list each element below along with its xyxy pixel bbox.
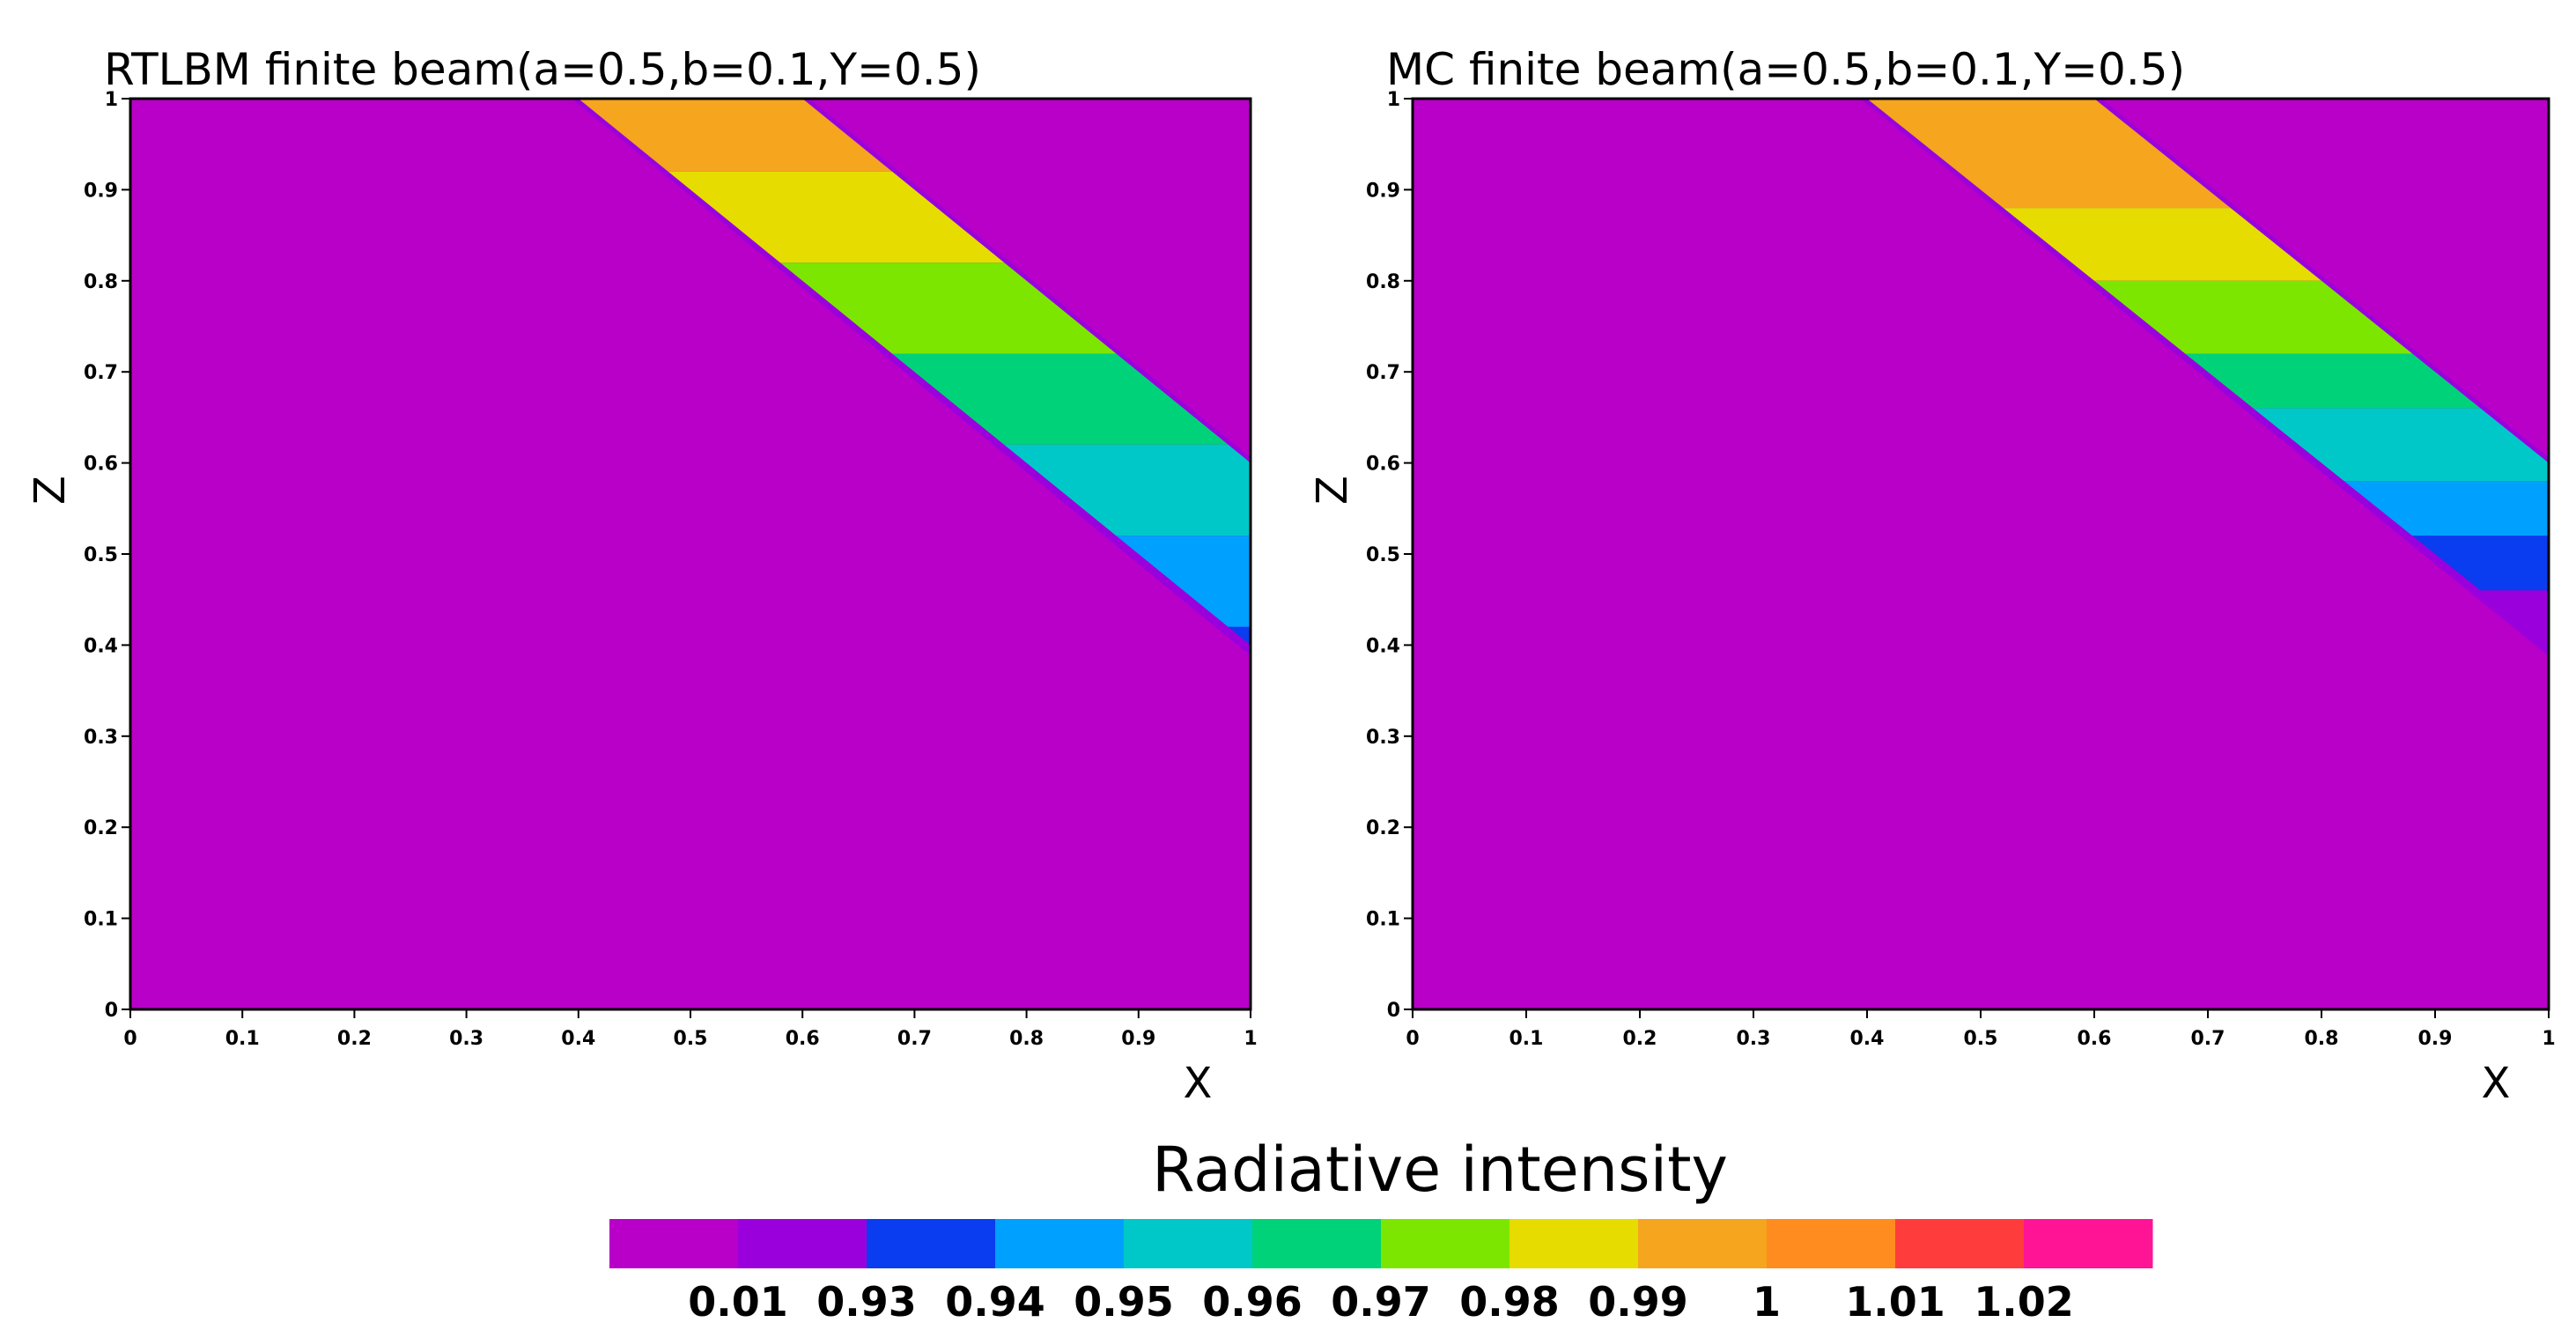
contour-band-1 <box>1867 99 2231 209</box>
x-tick-label: 0.8 <box>1009 1028 1044 1050</box>
colorbar-swatch <box>995 1219 1125 1268</box>
x-tick-label: 0.7 <box>897 1028 932 1050</box>
colorbar-label: 0.94 <box>945 1278 1045 1326</box>
y-tick-label: 0.4 <box>84 635 118 657</box>
contour-band-0_97 <box>892 353 1229 445</box>
x-tick-label: 0.1 <box>225 1028 260 1050</box>
y-tick-label: 0.3 <box>84 727 118 749</box>
colorbar-swatch <box>867 1219 996 1268</box>
x-tick-label: 0.9 <box>2418 1028 2453 1050</box>
x-tick-label: 0 <box>123 1028 137 1050</box>
x-tick-label: 0.2 <box>1623 1028 1657 1050</box>
x-tick-label: 0.4 <box>1850 1028 1885 1050</box>
beam-edge <box>572 99 1251 656</box>
y-axis-label: Z <box>26 476 75 505</box>
colorbar-swatch <box>1509 1219 1639 1268</box>
x-tick-label: 0.6 <box>2078 1028 2112 1050</box>
colorbar-swatch <box>738 1219 867 1268</box>
y-tick-label: 0 <box>1387 1000 1400 1022</box>
contour-band-0_99 <box>668 171 1005 263</box>
y-tick-label: 0.9 <box>1366 180 1400 202</box>
colorbar: Radiative intensity 0.01 0.93 0.94 0.95 0.96 0… <box>609 1134 2153 1326</box>
plot-1: RTLBM finite beam(a=0.5,b=0.1,Y=0.5) 0 0.1… <box>26 44 1258 1108</box>
colorbar-swatch <box>609 1219 739 1268</box>
colorbar-swatch <box>1252 1219 1382 1268</box>
contour-band-0_98 <box>2094 280 2413 354</box>
y-tick-label: 0.3 <box>1366 727 1400 749</box>
x-tick-label: 0.4 <box>561 1028 595 1050</box>
colorbar-label: 0.98 <box>1459 1278 1560 1326</box>
plot-2: MC finite beam(a=0.5,b=0.1,Y=0.5) 0 0.1 0.2… <box>1308 44 2556 1108</box>
x-axis-label: X <box>2482 1059 2511 1108</box>
contour-band-0_95 <box>2343 481 2549 536</box>
colorbar-label: 0.93 <box>816 1278 917 1326</box>
plot-background <box>130 99 1251 1009</box>
colorbar-swatch <box>2024 1219 2153 1268</box>
contour-band-0_94 <box>1228 626 1251 646</box>
x-axis-label: X <box>1184 1059 1213 1108</box>
contour-band-0_97 <box>2185 353 2481 409</box>
colorbar-swatch <box>1638 1219 1768 1268</box>
colorbar-swatch <box>1124 1219 1253 1268</box>
colorbar-label: 0.96 <box>1202 1278 1303 1326</box>
x-tick-label: 0.5 <box>674 1028 708 1050</box>
x-tick-label: 0.9 <box>1121 1028 1155 1050</box>
x-tick-label: 1 <box>2542 1028 2555 1050</box>
x-tick-label: 0.8 <box>2305 1028 2339 1050</box>
y-tick-label: 0.1 <box>1366 909 1400 931</box>
x-tick-label: 0.2 <box>337 1028 372 1050</box>
y-tick-label: 0.2 <box>1366 817 1400 839</box>
y-tick-label: 0.7 <box>1366 362 1400 384</box>
colorbar-label: 1.02 <box>1974 1278 2074 1326</box>
x-tick-label: 0.3 <box>449 1028 483 1050</box>
y-tick-label: 1 <box>105 89 118 111</box>
y-tick-label: 0.1 <box>84 909 118 931</box>
contour-band-0_95 <box>1116 536 1251 627</box>
x-tick-label: 0 <box>1406 1028 1419 1050</box>
y-tick-label: 0.6 <box>1366 454 1400 476</box>
beam-edge <box>1860 99 2549 656</box>
y-tick-label: 0.5 <box>1366 544 1400 566</box>
contour-band-1 <box>578 99 892 172</box>
y-tick-label: 0.8 <box>84 271 118 293</box>
contour-band-0_99 <box>2003 208 2321 281</box>
y-tick-label: 0.7 <box>84 362 118 384</box>
y-tick-label: 0.9 <box>84 180 118 202</box>
y-tick-label: 0.4 <box>1366 635 1400 657</box>
colorbar-label: 0.01 <box>688 1278 788 1326</box>
y-tick-label: 0.2 <box>84 817 118 839</box>
plot-title: MC finite beam(a=0.5,b=0.1,Y=0.5) <box>1386 44 2185 95</box>
colorbar-label: 0.97 <box>1331 1278 1431 1326</box>
colorbar-swatch <box>1767 1219 1896 1268</box>
colorbar-swatch <box>1381 1219 1510 1268</box>
colorbar-label: 0.95 <box>1074 1278 1174 1326</box>
colorbar-label: 1 <box>1753 1278 1781 1326</box>
contour-band-0_96 <box>2253 408 2549 482</box>
plot-background <box>1413 99 2549 1009</box>
y-tick-label: 0.5 <box>84 544 118 566</box>
y-tick-label: 1 <box>1387 89 1400 111</box>
x-tick-label: 0.6 <box>786 1028 820 1050</box>
colorbar-swatch <box>1895 1219 2025 1268</box>
x-tick-label: 1 <box>1244 1028 1257 1050</box>
contour-band-0_94 <box>2412 536 2549 591</box>
contour-band-0_98 <box>779 262 1117 354</box>
y-axis-label: Z <box>1308 476 1357 505</box>
colorbar-title: Radiative intensity <box>1152 1134 1728 1206</box>
x-tick-label: 0.7 <box>2191 1028 2225 1050</box>
x-tick-label: 0.5 <box>1964 1028 1998 1050</box>
contour-band-0_96 <box>1004 444 1251 536</box>
colorbar-label: 0.99 <box>1588 1278 1688 1326</box>
y-tick-label: 0.6 <box>84 454 118 476</box>
x-tick-label: 0.1 <box>1509 1028 1544 1050</box>
y-tick-label: 0.8 <box>1366 271 1400 293</box>
x-tick-label: 0.3 <box>1737 1028 1771 1050</box>
plot-title: RTLBM finite beam(a=0.5,b=0.1,Y=0.5) <box>104 44 981 95</box>
colorbar-label: 1.01 <box>1845 1278 1945 1326</box>
contour-band-0_93 <box>2480 590 2549 646</box>
y-tick-label: 0 <box>105 1000 118 1022</box>
